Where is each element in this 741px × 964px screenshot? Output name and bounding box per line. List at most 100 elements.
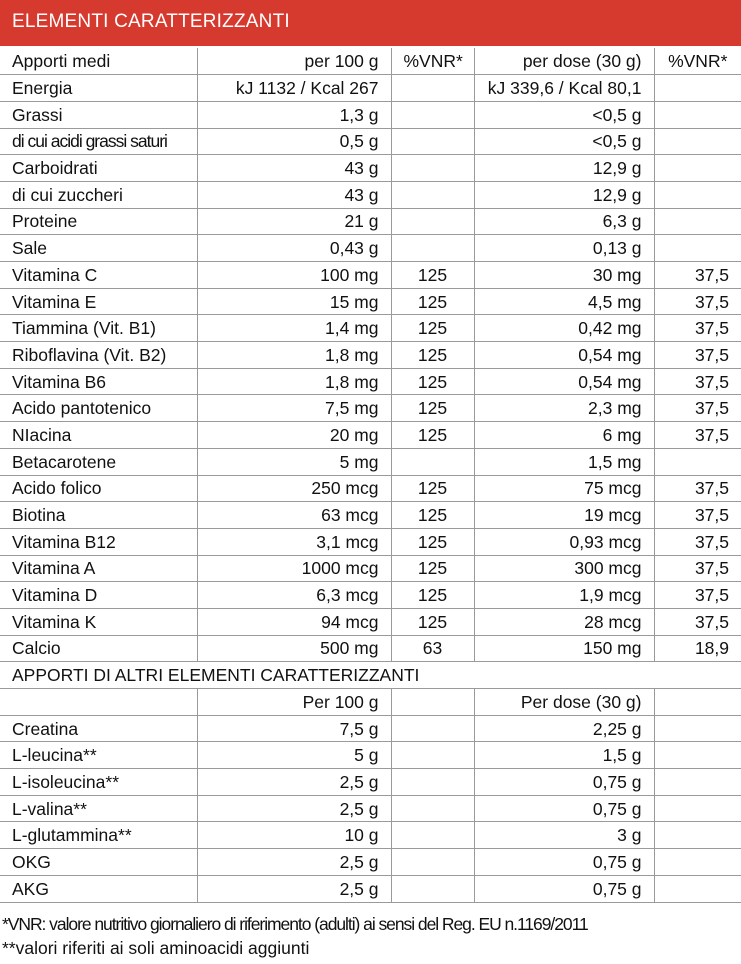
table-row: di cui zuccheri 43 g 12,9 g (0, 180, 741, 209)
table-cell (390, 154, 475, 182)
table-cell: NIacina (0, 421, 198, 449)
column-header: Per dose (30 g) (473, 688, 655, 716)
table-cell: 125 (390, 341, 475, 369)
table-cell (653, 821, 741, 850)
table-cell: 20 mg (196, 421, 392, 449)
table-cell: 1,8 mg (196, 367, 392, 396)
table-cell: 5 mg (196, 447, 392, 476)
table-cell (390, 848, 475, 876)
table-cell: L-leucina** (0, 741, 198, 770)
table-cell: 0,54 mg (473, 341, 655, 369)
table-cell: OKG (0, 848, 198, 876)
table-cell: 63 (390, 634, 475, 663)
table-cell: 6 mg (473, 421, 655, 449)
table-row: Proteine 21 g 6,3 g (0, 207, 741, 236)
table-cell: kJ 1132 / Kcal 267 (196, 74, 392, 102)
table-cell: 2,3 mg (473, 394, 655, 423)
table-row: Vitamina K 94 mcg 125 28 mcg 37,5 (0, 607, 741, 636)
table-row: L-isoleucina** 2,5 g 0,75 g (0, 768, 741, 796)
table-cell: Vitamina E (0, 287, 198, 316)
table-cell: Vitamina B12 (0, 527, 198, 556)
table-cell: Vitamina D (0, 581, 198, 609)
column-header: %VNR* (653, 48, 741, 76)
table-cell: 2,5 g (196, 848, 392, 876)
table-row: L-valina** 2,5 g 0,75 g (0, 794, 741, 823)
table-cell: Vitamina C (0, 261, 198, 289)
table-cell: 37,5 (653, 341, 741, 369)
table-cell: 37,5 (653, 554, 741, 583)
table-cell: Tiammina (Vit. B1) (0, 314, 198, 343)
table-row: Betacarotene 5 mg 1,5 mg (0, 447, 741, 476)
table-cell: <0,5 g (473, 100, 655, 129)
table-cell: Riboflavina (Vit. B2) (0, 341, 198, 369)
table-cell: 125 (390, 394, 475, 423)
table-cell: 0,75 g (473, 848, 655, 876)
table-cell: 1,5 g (473, 741, 655, 770)
table-cell (390, 794, 475, 823)
table-cell: 150 mg (473, 634, 655, 663)
table-cell: 0,42 mg (473, 314, 655, 343)
table-cell: 1,4 mg (196, 314, 392, 343)
table-cell (653, 794, 741, 823)
table-cell: 125 (390, 501, 475, 529)
table-cell: 0,75 g (473, 768, 655, 796)
table-cell: Vitamina A (0, 554, 198, 583)
table-cell (653, 714, 741, 743)
table-cell: 37,5 (653, 607, 741, 636)
table-cell: 2,5 g (196, 794, 392, 823)
table-cell (653, 741, 741, 770)
table-cell: 6,3 mcg (196, 581, 392, 609)
table-cell: Vitamina K (0, 607, 198, 636)
table-cell: 12,9 g (473, 180, 655, 209)
table-cell: 7,5 g (196, 714, 392, 743)
table-cell: Betacarotene (0, 447, 198, 476)
table-row: NIacina 20 mg 125 6 mg 37,5 (0, 421, 741, 449)
table-cell: 4,5 mg (473, 287, 655, 316)
table-cell: 15 mg (196, 287, 392, 316)
table-cell: 1000 mcg (196, 554, 392, 583)
table-cell (653, 100, 741, 129)
table-cell (653, 848, 741, 876)
table-cell (653, 447, 741, 476)
table-cell: 37,5 (653, 581, 741, 609)
table-cell: 37,5 (653, 394, 741, 423)
table-cell (390, 714, 475, 743)
table-cell: 0,13 g (473, 234, 655, 262)
table-row: Riboflavina (Vit. B2) 1,8 mg 125 0,54 mg 37,… (0, 341, 741, 369)
table-cell: 0,43 g (196, 234, 392, 262)
table-cell: Carboidrati (0, 154, 198, 182)
table-cell: 250 mcg (196, 474, 392, 503)
section-title-row: APPORTI DI ALTRI ELEMENTI CARATTERIZZANT… (0, 661, 741, 689)
table-row: Carboidrati 43 g 12,9 g (0, 154, 741, 182)
table-cell: 125 (390, 474, 475, 503)
table-cell: 21 g (196, 207, 392, 236)
table-cell (390, 447, 475, 476)
table-row: Vitamina A 1000 mcg 125 300 mcg 37,5 (0, 554, 741, 583)
column-header: %VNR* (390, 48, 475, 76)
table-cell: 125 (390, 421, 475, 449)
table-cell: 30 mg (473, 261, 655, 289)
table-cell: 2,25 g (473, 714, 655, 743)
table-cell (390, 207, 475, 236)
table-row: L-leucina** 5 g 1,5 g (0, 741, 741, 770)
table-cell: Acido pantotenico (0, 394, 198, 423)
table-cell: 0,5 g (196, 127, 392, 156)
table-row: Grassi 1,3 g <0,5 g (0, 100, 741, 129)
table-cell: kJ 339,6 / Kcal 80,1 (473, 74, 655, 102)
table-cell: 125 (390, 527, 475, 556)
table-cell: 2,5 g (196, 768, 392, 796)
table-row: Energia kJ 1132 / Kcal 267 kJ 339,6 / Kcal… (0, 74, 741, 102)
table-header-row: Apporti medi per 100 g %VNR* per dose (30 g… (0, 48, 741, 76)
table-cell: Grassi (0, 100, 198, 129)
table-cell: Sale (0, 234, 198, 262)
table-row: Vitamina B6 1,8 mg 125 0,54 mg 37,5 (0, 367, 741, 396)
table-cell: 43 g (196, 180, 392, 209)
table-title-banner: ELEMENTI CARATTERIZZANTI (0, 0, 741, 46)
table-cell (390, 100, 475, 129)
table-row: Acido folico 250 mcg 125 75 mcg 37,5 (0, 474, 741, 503)
footnotes: *VNR: valore nutritivo giornaliero di ri… (2, 912, 741, 960)
table-cell: 18,9 (653, 634, 741, 663)
table-cell (653, 207, 741, 236)
table-cell: 10 g (196, 821, 392, 850)
table-cell: 1,9 mcg (473, 581, 655, 609)
